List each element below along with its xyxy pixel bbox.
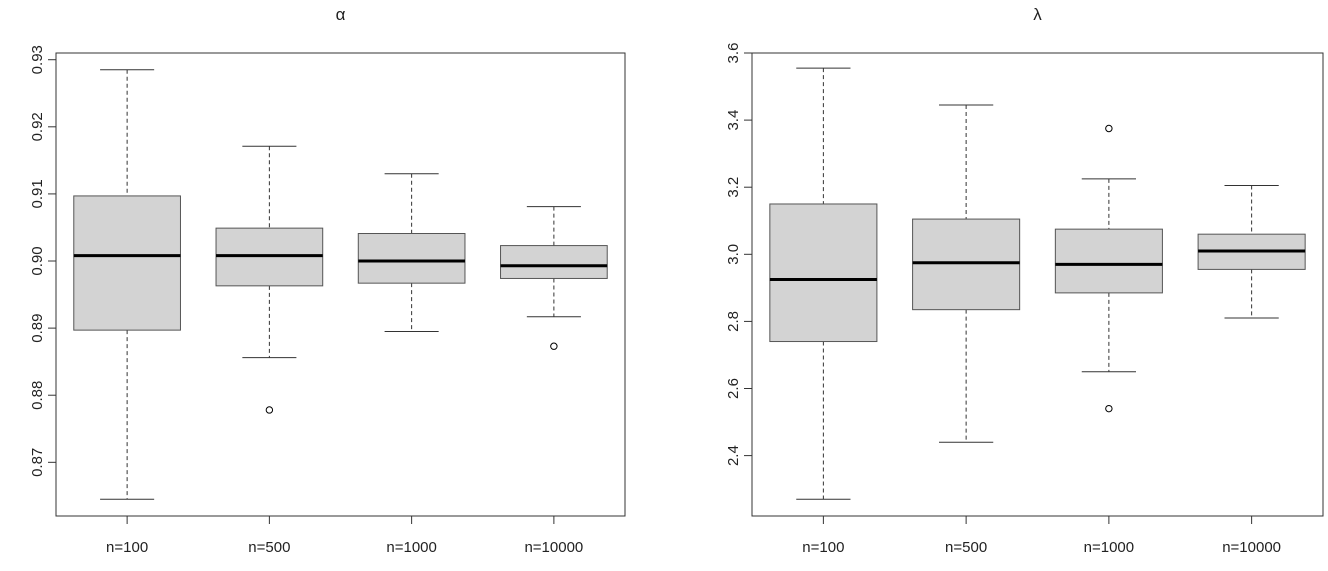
outlier-point [1105,124,1113,133]
y-tick-label: 0.93 [29,45,46,74]
x-tick-label: n=1000 [386,539,436,556]
x-tick-label: n=1000 [1084,539,1134,556]
iqr-box [912,218,1021,311]
x-tick-label: n=100 [106,539,148,556]
plot-frame [751,52,1324,517]
iqr-box [769,203,878,343]
box-n=1000 [357,173,466,332]
x-tick-label: n=10000 [1222,539,1281,556]
outlier-point [550,342,558,350]
iqr-box [357,233,466,284]
y-tick-label: 3.0 [725,244,742,265]
box-n=500 [215,145,324,414]
iqr-box [500,245,608,279]
outlier-point [1105,404,1113,413]
y-tick-label: 0.91 [29,179,46,208]
y-tick-label: 3.2 [725,177,742,198]
x-tick-label: n=500 [248,539,290,556]
chart-title: α [336,5,346,24]
box-n=10000 [500,206,608,350]
iqr-box [73,195,181,331]
box-n=10000 [1197,185,1306,319]
x-tick-label: n=100 [802,539,844,556]
box-n=1000 [1054,124,1163,413]
box-n=100 [73,69,181,500]
outlier-point [265,406,274,414]
box-n=100 [769,67,878,500]
box-n=500 [912,104,1021,443]
y-tick-label: 2.4 [725,445,742,466]
chart-panel-1: α 0.87 0.88 0.89 0.90 0.91 0.92 0.93 n=100 n=500 n… [29,5,626,556]
y-tick-label: 0.88 [29,381,46,410]
y-tick-label: 0.89 [29,314,46,343]
chart-panel-2: λ 2.4 2.6 2.8 3.0 3.2 3.4 3.6 n=100 n=500 n=1000 n=… [725,5,1324,556]
y-tick-label: 0.90 [29,246,46,275]
y-tick-label: 0.92 [29,112,46,141]
x-tick-label: n=10000 [524,539,583,556]
y-tick-label: 2.6 [725,378,742,399]
plot-frame [55,52,626,517]
y-tick-label: 0.87 [29,448,46,477]
y-tick-label: 2.8 [725,311,742,332]
y-tick-label: 3.6 [725,43,742,64]
chart-title: λ [1033,5,1042,24]
x-tick-label: n=500 [945,539,987,556]
iqr-box [1054,228,1163,294]
y-tick-label: 3.4 [725,110,742,131]
